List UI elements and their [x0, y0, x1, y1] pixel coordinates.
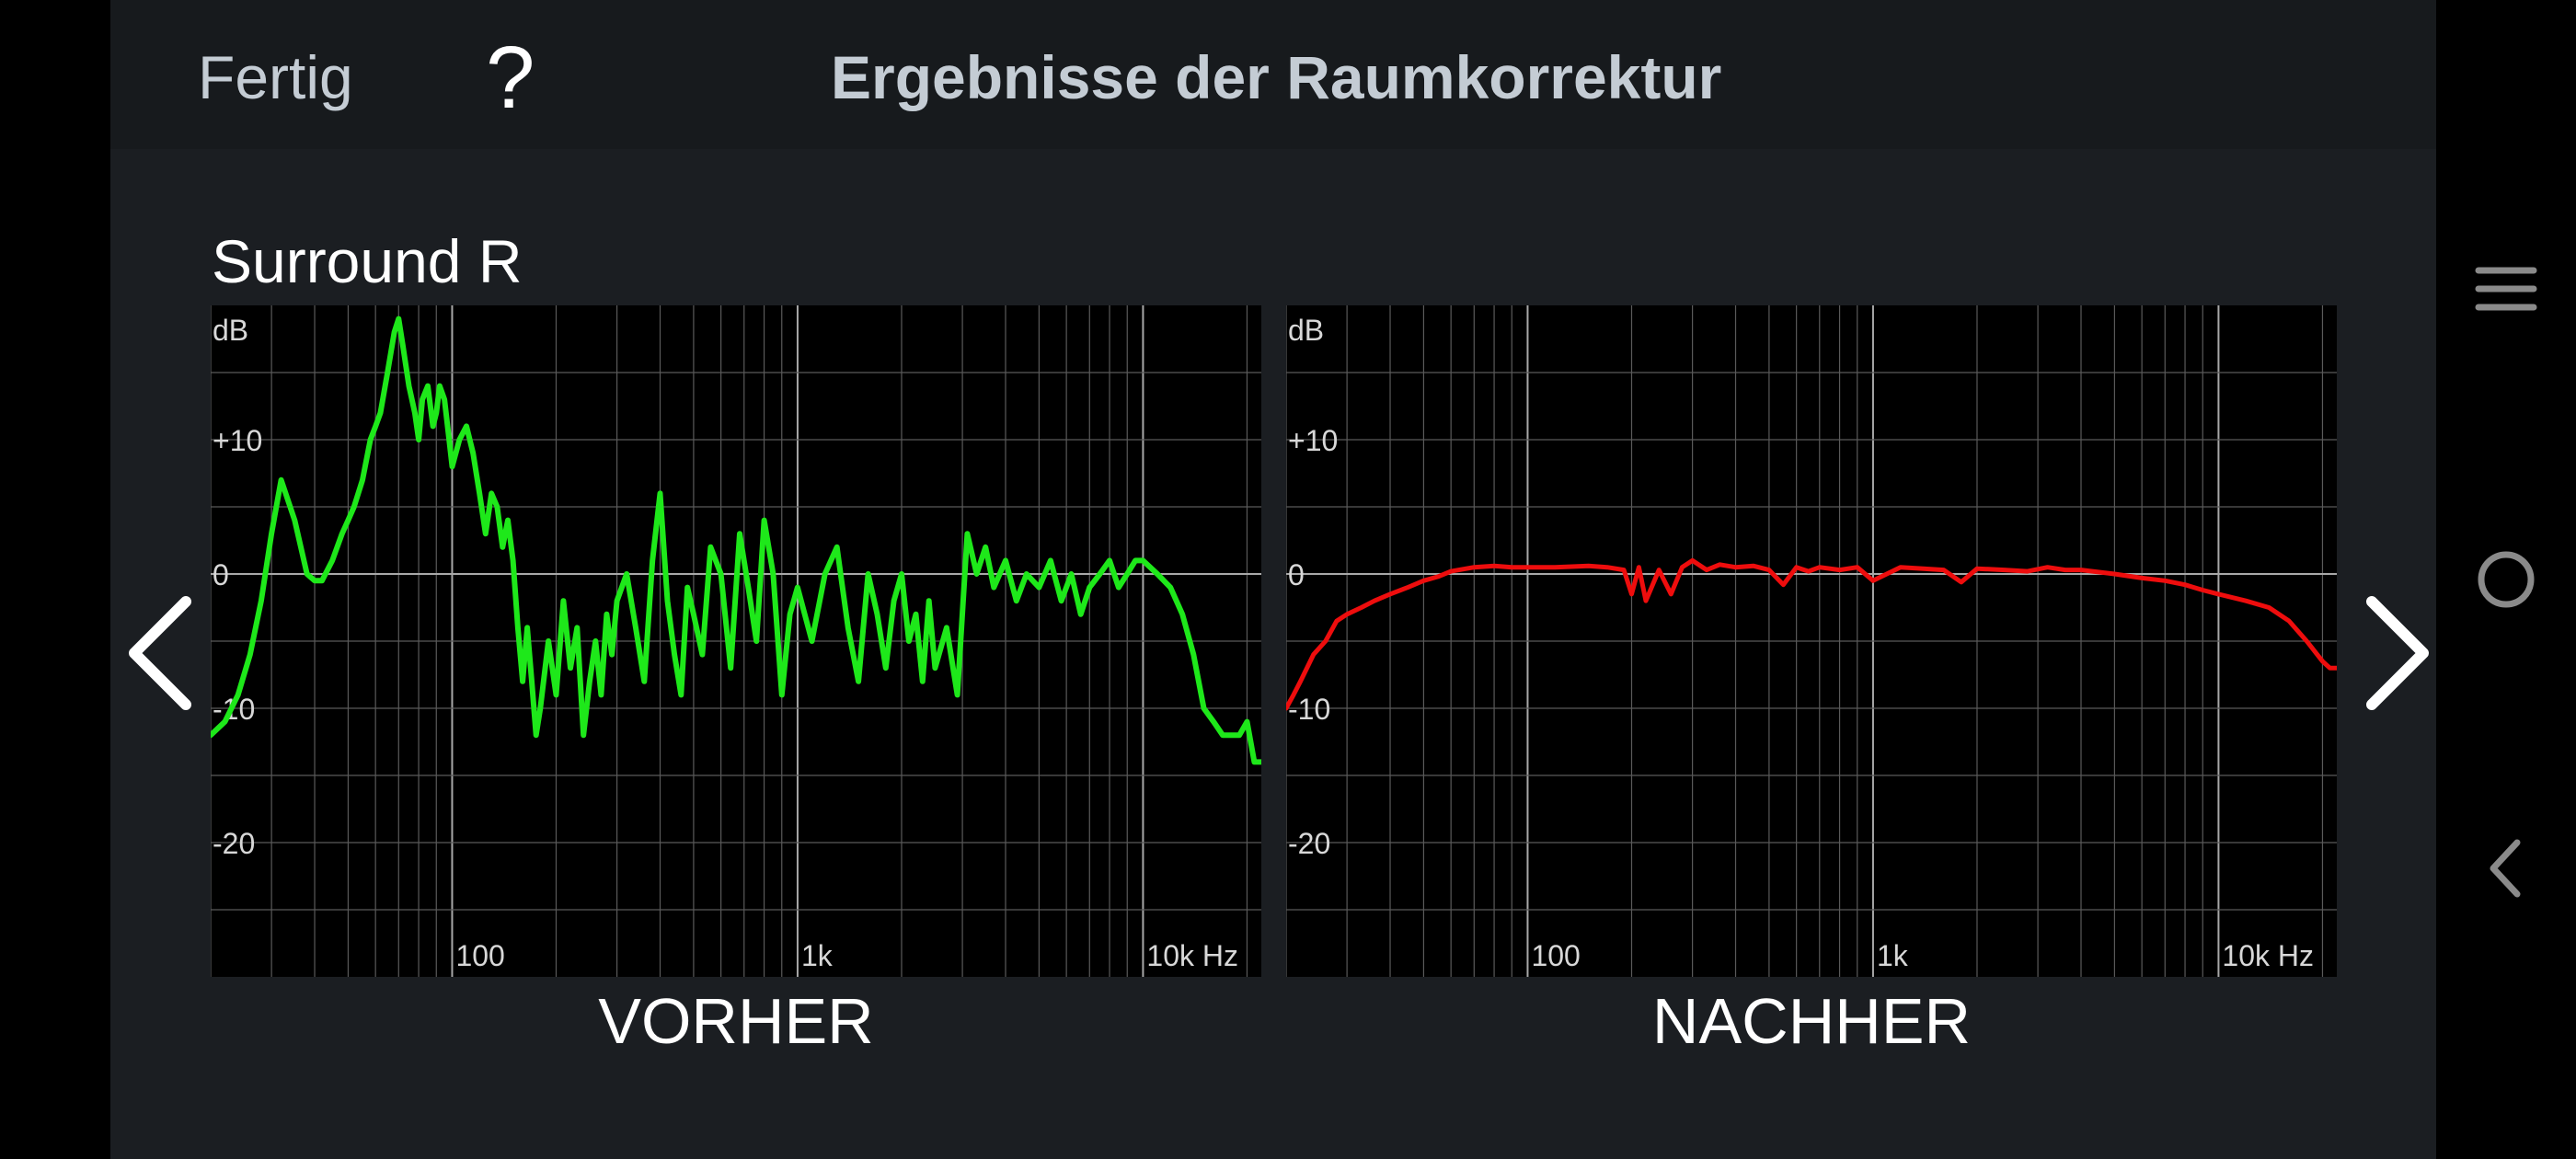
- menu-icon[interactable]: [2473, 256, 2539, 322]
- channel-name: Surround R: [212, 227, 523, 295]
- y-tick-label: 0: [1288, 558, 1305, 591]
- back-icon[interactable]: [2473, 835, 2539, 901]
- chevron-left-icon[interactable]: [120, 589, 202, 717]
- after-response-curve: [1286, 557, 2337, 711]
- chevron-right-icon[interactable]: [2355, 589, 2438, 717]
- after-chart-svg: dB +10 0 -10 -20 100 1k 10k Hz: [1286, 305, 2337, 977]
- y-tick-label: -10: [1288, 693, 1330, 726]
- done-button[interactable]: Fertig: [198, 43, 353, 111]
- x-tick-label: 1k: [801, 939, 834, 972]
- y-axis-unit-label: dB: [1288, 314, 1324, 347]
- system-navigation-bar: [2436, 0, 2576, 1159]
- after-frequency-chart: dB +10 0 -10 -20 100 1k 10k Hz: [1286, 305, 2337, 977]
- before-caption: VORHER: [598, 985, 874, 1057]
- top-bar: Fertig ? Ergebnisse der Raumkorrektur: [110, 0, 2436, 149]
- x-tick-label: 10k Hz: [2222, 939, 2314, 972]
- chart-grid: [211, 305, 1261, 977]
- x-tick-label: 1k: [1877, 939, 1909, 972]
- x-tick-label: 100: [1531, 939, 1580, 972]
- y-axis-unit-label: dB: [213, 314, 248, 347]
- after-caption: NACHHER: [1651, 985, 1972, 1057]
- x-tick-label: 100: [455, 939, 504, 972]
- page-title: Ergebnisse der Raumkorrektur: [831, 43, 1722, 111]
- room-correction-results-screen: Fertig ? Ergebnisse der Raumkorrektur Su…: [110, 0, 2436, 1159]
- y-tick-label: +10: [213, 424, 262, 457]
- y-tick-label: 0: [213, 558, 229, 591]
- x-tick-label: 10k Hz: [1146, 939, 1238, 972]
- y-tick-label: -20: [1288, 827, 1330, 860]
- before-response-curve: [211, 316, 1261, 765]
- help-button[interactable]: ?: [486, 29, 535, 127]
- chart-grid: [1286, 305, 2337, 977]
- home-circle-icon[interactable]: [2473, 546, 2539, 613]
- before-frequency-chart: dB +10 0 -10 -20 100 1k 10k Hz: [211, 305, 1261, 977]
- y-tick-label: -20: [213, 827, 255, 860]
- y-tick-label: +10: [1288, 424, 1338, 457]
